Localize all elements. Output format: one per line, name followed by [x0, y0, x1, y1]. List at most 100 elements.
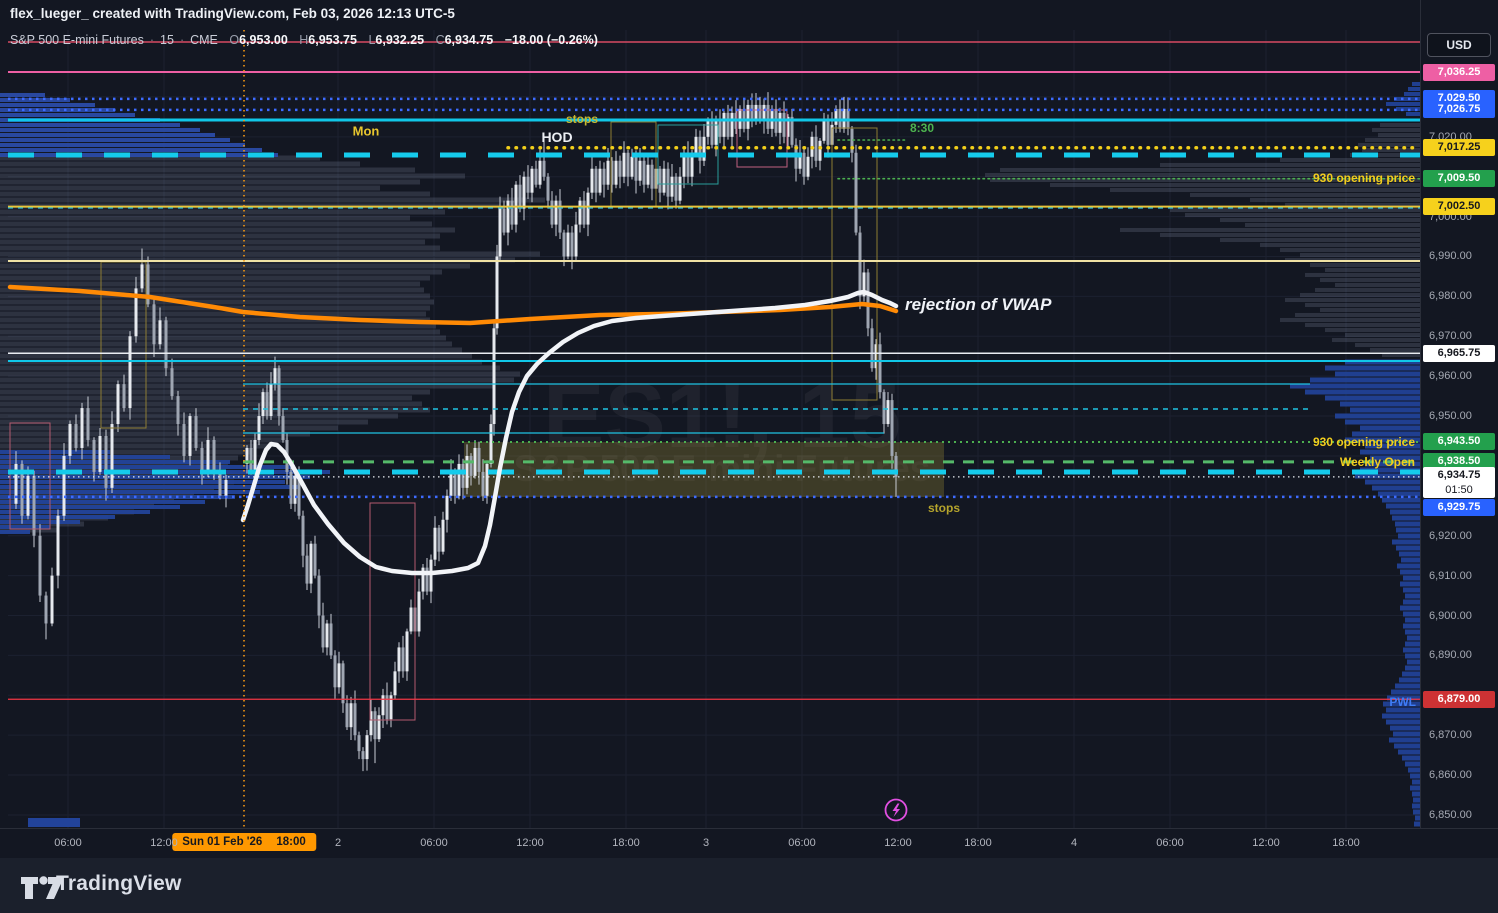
candle-body: [253, 439, 257, 472]
volume-profile-left: [0, 209, 445, 215]
volume-profile-right-va: [1397, 563, 1420, 569]
candle-body: [546, 176, 550, 201]
volume-profile-left-va: [0, 500, 205, 504]
price-level-chip: 7,009.50: [1423, 170, 1495, 188]
volume-profile-left: [0, 197, 545, 203]
candle-body: [188, 416, 192, 456]
candle-body: [345, 703, 349, 728]
candle-body: [417, 591, 421, 632]
volume-profile-right-va: [1404, 92, 1420, 96]
candle-body: [200, 447, 204, 472]
volume-profile-left: [0, 281, 420, 287]
candle-body: [858, 232, 862, 297]
drawing-box[interactable]: [831, 127, 878, 401]
candle-body: [634, 156, 638, 181]
volume-profile-left-va: [0, 123, 180, 127]
volume-profile-right: [1320, 278, 1420, 282]
drawing-box[interactable]: [369, 502, 416, 721]
volume-profile-right: [1280, 248, 1420, 252]
volume-profile-left: [0, 269, 442, 275]
flash-icon[interactable]: [884, 798, 908, 822]
time-axis-label: 06:00: [788, 837, 816, 849]
candle-body: [477, 447, 481, 472]
volume-profile-left-va: [0, 475, 310, 479]
candle-body: [778, 112, 782, 133]
candle-body: [538, 160, 542, 185]
time-axis-label: 12:00: [884, 837, 912, 849]
candle-body: [429, 559, 433, 592]
volume-profile-left: [0, 275, 430, 281]
volume-profile-left: [0, 161, 360, 167]
volume-profile-left-va: [0, 530, 30, 534]
volume-profile-left-va: [0, 455, 170, 459]
time-axis-label: 06:00: [420, 837, 448, 849]
candle-body: [718, 120, 722, 137]
candle-body: [421, 567, 425, 592]
candle-body: [473, 447, 477, 476]
candle-body: [598, 168, 602, 193]
candle-body: [802, 152, 806, 177]
candle-body: [690, 152, 694, 177]
volume-profile-left-va: [0, 520, 80, 524]
candle-body: [586, 192, 590, 225]
volume-profile-right: [1295, 313, 1420, 317]
volume-profile-right: [1320, 308, 1420, 312]
symbol-ohlc-header[interactable]: S&P 500 E-mini Futures · 15 · CME O6,953.00 …: [10, 33, 598, 47]
candle-body: [116, 384, 120, 425]
candle-body: [176, 396, 180, 425]
price-axis[interactable]: USD 6,934.75 01:50 7,020.00 7,000.00 6,990…: [1420, 0, 1498, 858]
volume-profile-right-va: [1350, 407, 1420, 413]
volume-profile-left: [0, 335, 446, 341]
candle-body: [170, 368, 174, 397]
drawing-box[interactable]: [9, 422, 51, 530]
time-axis[interactable]: Sun 01 Feb '26 18:00 06:00 12:00 2 06:00 12:…: [0, 828, 1498, 859]
volume-profile-right: [1170, 208, 1420, 212]
candle-body: [706, 120, 710, 137]
candle-body: [182, 424, 186, 456]
volume-profile-right-va: [1310, 377, 1420, 383]
currency-button[interactable]: USD: [1427, 33, 1491, 57]
price-axis-label: 6,900.00: [1429, 609, 1472, 622]
volume-profile-right-va: [1386, 102, 1420, 106]
candle-body: [502, 208, 506, 233]
volume-profile-right-va: [1412, 803, 1420, 809]
candle-body: [92, 439, 96, 472]
volume-profile-left-va: [0, 138, 230, 142]
tradingview-logo-icon[interactable]: [20, 871, 66, 901]
volume-profile-right-va: [1290, 383, 1420, 389]
symbol-title[interactable]: S&P 500 E-mini Futures: [10, 33, 144, 47]
price-axis-label: 6,980.00: [1429, 290, 1472, 303]
volume-profile-right-va: [1383, 701, 1420, 707]
volume-profile-left: [0, 389, 430, 395]
price-axis-label: 6,920.00: [1429, 529, 1472, 542]
price-axis-label: 6,890.00: [1429, 649, 1472, 662]
volume-profile-right-va: [1305, 389, 1420, 395]
bar-countdown: 01:50: [1445, 484, 1473, 496]
volume-profile-right: [1325, 268, 1420, 272]
volume-profile-right-va: [1400, 569, 1420, 575]
candle-body: [542, 160, 546, 177]
volume-profile-right-va: [1405, 641, 1420, 647]
volume-profile-right-va: [1412, 82, 1420, 86]
candle-body: [526, 176, 530, 193]
close-label: C: [435, 33, 445, 47]
flash-icon[interactable]: [892, 803, 901, 818]
volume-profile-right: [1260, 243, 1420, 247]
drawing-box[interactable]: [736, 109, 788, 168]
candle-body: [453, 471, 457, 496]
volume-profile-right-va: [1403, 611, 1420, 617]
volume-profile-right: [1305, 303, 1420, 307]
price-axis-label: 6,910.00: [1429, 569, 1472, 582]
developing-vwap-line[interactable]: [240, 289, 899, 576]
price-level-chip: 7,026.75: [1423, 101, 1495, 119]
time-axis-label: 18:00: [964, 837, 992, 849]
volume-profile-left-va: [0, 148, 262, 152]
interval-value[interactable]: 15: [160, 33, 174, 47]
vwap-line[interactable]: [7, 284, 899, 326]
tradingview-brand-text[interactable]: TradingView: [56, 872, 182, 895]
candle-body: [385, 695, 389, 720]
candle-body: [550, 200, 554, 225]
volume-profile-right-va: [1410, 785, 1420, 791]
